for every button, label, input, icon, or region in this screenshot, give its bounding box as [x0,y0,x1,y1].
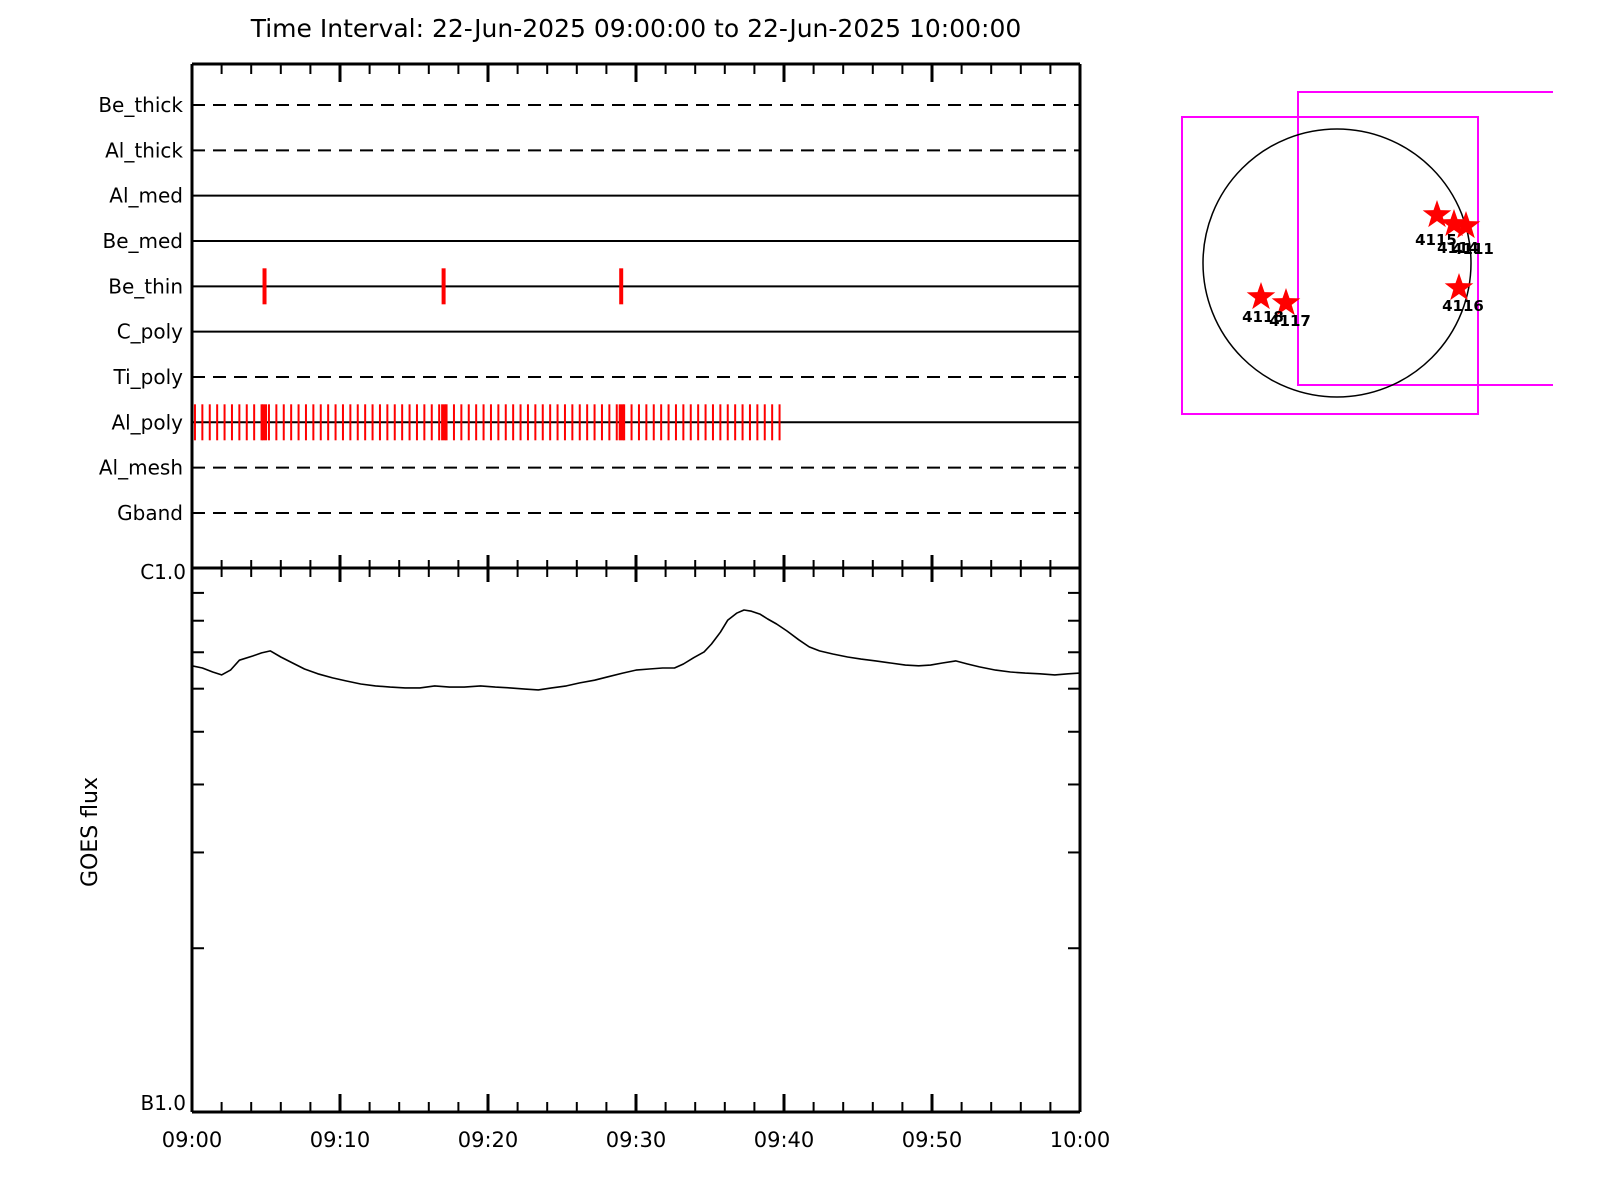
active-region-label-4111: 4111 [1452,240,1494,258]
x-tick-label-09:50: 09:50 [902,1128,963,1152]
goes-ylabel: GOES flux [78,777,103,887]
filter-label-Be_med: Be_med [102,229,183,253]
active-region-label-4118: 4118 [1242,308,1284,326]
active-region-label-4115: 4115 [1415,231,1457,249]
goes-flux-curve [191,609,1081,691]
active-region-label-4117: 4117 [1269,312,1311,330]
filter-label-Gband: Gband [117,501,183,525]
x-tick-label-09:10: 09:10 [310,1128,371,1152]
filter-label-C_poly: C_poly [117,320,183,344]
x-tick-label-09:30: 09:30 [606,1128,667,1152]
fov-box-1 [1181,116,1479,415]
active-region-star-4111 [1451,211,1481,239]
x-tick-label-10:00: 10:00 [1050,1128,1111,1152]
filter-label-Al_thick: Al_thick [105,138,183,162]
filter-label-Be_thick: Be_thick [98,93,183,117]
filter-label-Ti_poly: Ti_poly [113,365,184,389]
active-region-star-4118 [1246,282,1276,310]
active-region-star-4115 [1422,200,1452,228]
fov-box-2 [1297,91,1553,386]
filter-label-Al_poly: Al_poly [111,410,183,434]
filter-label-Be_thin: Be_thin [108,274,183,298]
filter-label-Al_mesh: Al_mesh [99,456,183,480]
active-region-star-4116 [1444,273,1474,301]
plot-title: Time Interval: 22-Jun-2025 09:00:00 to 2… [250,14,1022,43]
sun-disk [1202,128,1472,398]
active-region-label-4116: 4116 [1442,297,1484,315]
active-region-label-4114: 4114 [1437,239,1479,257]
goes-ytop-label: C1.0 [140,560,186,584]
x-tick-label-09:20: 09:20 [458,1128,519,1152]
x-tick-label-09:00: 09:00 [162,1128,223,1152]
filter-label-Al_med: Al_med [109,184,183,208]
goes-ybottom-label: B1.0 [140,1091,186,1115]
x-tick-label-09:40: 09:40 [754,1128,815,1152]
active-region-star-4117 [1271,288,1301,316]
